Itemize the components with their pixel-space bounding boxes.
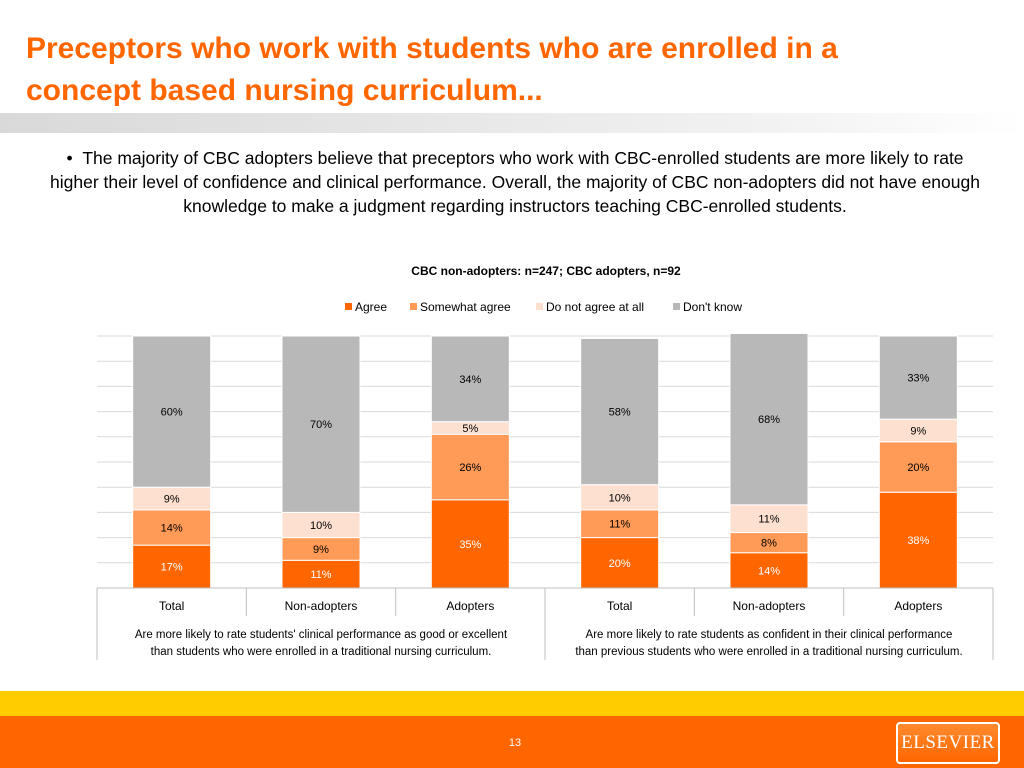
elsevier-logo-text: ELSEVIER xyxy=(901,732,995,753)
category-label-adopters: Adopters xyxy=(894,599,942,613)
slide-title: Preceptors who work with students who ar… xyxy=(26,28,1006,112)
category-label-non-adopters: Non-adopters xyxy=(285,599,358,613)
data-label-do-not-agree-at-all: 11% xyxy=(758,514,779,526)
bar-segment-don-t-know xyxy=(580,338,660,486)
elsevier-logo: ELSEVIER xyxy=(896,722,1000,764)
legend-label-don-t-know: Don't know xyxy=(683,300,742,314)
legend-swatch-do-not-agree-at-all xyxy=(536,303,543,310)
slide-title-line-1: Preceptors who work with students who ar… xyxy=(26,32,838,65)
data-label-agree: 20% xyxy=(609,558,631,570)
data-label-don-t-know: 60% xyxy=(161,407,183,419)
bullet-text: The majority of CBC adopters believe tha… xyxy=(50,148,980,216)
data-label-do-not-agree-at-all: 9% xyxy=(910,426,926,438)
stacked-bar-chart: CBC non-adopters: n=247; CBC adopters, n… xyxy=(96,264,994,660)
data-label-somewhat-agree: 11% xyxy=(609,519,630,531)
bar-segment-agree xyxy=(281,559,361,589)
bar-segment-don-t-know xyxy=(281,335,361,513)
footer-orange-band xyxy=(0,716,1024,768)
bullet-point: • The majority of CBC adopters believe t… xyxy=(40,146,990,218)
category-label-adopters: Adopters xyxy=(446,599,494,613)
bar-segment-agree xyxy=(132,544,212,589)
chart-category-axis: Total Non-adopters Adopters Total Non-adopte… xyxy=(96,587,994,660)
data-label-do-not-agree-at-all: 10% xyxy=(310,520,332,532)
chart-legend: Agree Somewhat agree Do not agree at all Do… xyxy=(345,300,742,314)
data-label-somewhat-agree: 8% xyxy=(761,538,777,550)
bar-segment-don-t-know xyxy=(729,332,809,506)
footer-yellow-band xyxy=(0,691,1024,716)
bullet-marker: • xyxy=(66,148,83,168)
group-label-line: Are more likely to rate students as conf… xyxy=(586,629,953,641)
data-label-agree: 11% xyxy=(310,569,331,581)
bar-segment-somewhat-agree xyxy=(580,509,660,539)
group-label-2: Are more likely to rate students as conf… xyxy=(575,629,962,658)
bar-segment-don-t-know xyxy=(132,335,212,488)
bar-segment-do-not-agree-at-all xyxy=(281,511,361,539)
group-label-1: Are more likely to rate students' clinic… xyxy=(135,629,508,658)
bar-segment-agree xyxy=(729,552,809,589)
bar-segment-agree xyxy=(580,537,660,589)
legend-label-do-not-agree-at-all: Do not agree at all xyxy=(546,300,644,314)
chart-gridlines xyxy=(97,335,993,589)
data-label-somewhat-agree: 26% xyxy=(459,462,481,474)
data-label-don-t-know: 34% xyxy=(459,374,481,386)
category-label-total: Total xyxy=(607,599,632,613)
legend-swatch-don-t-know xyxy=(673,303,680,310)
category-label-total: Total xyxy=(159,599,184,613)
chart-bars xyxy=(132,332,958,589)
bar-segment-don-t-know xyxy=(878,335,958,420)
data-label-somewhat-agree: 14% xyxy=(161,523,183,535)
data-label-don-t-know: 33% xyxy=(907,373,929,385)
bar-segment-don-t-know xyxy=(430,335,510,423)
data-label-agree: 17% xyxy=(161,562,183,574)
bar-segment-agree xyxy=(878,491,958,589)
group-label-line: than previous students who were enrolled… xyxy=(575,646,962,658)
data-label-somewhat-agree: 9% xyxy=(313,544,329,556)
legend-label-somewhat-agree: Somewhat agree xyxy=(420,300,511,314)
legend-swatch-somewhat-agree xyxy=(410,303,417,310)
legend-label-agree: Agree xyxy=(355,300,387,314)
data-label-agree: 38% xyxy=(907,535,929,547)
data-label-agree: 14% xyxy=(758,565,780,577)
chart-title: CBC non-adopters: n=247; CBC adopters, n… xyxy=(411,264,681,278)
bar-segment-do-not-agree-at-all xyxy=(580,484,660,511)
data-label-don-t-know: 68% xyxy=(758,414,780,426)
group-label-line: Are more likely to rate students' clinic… xyxy=(135,629,508,641)
data-label-somewhat-agree: 20% xyxy=(907,462,929,474)
data-label-don-t-know: 70% xyxy=(310,419,332,431)
legend-swatch-agree xyxy=(345,303,352,310)
bar-segment-somewhat-agree xyxy=(132,509,212,546)
chart-data-labels: 17% 14% 9% 60% 11% 9% 10% 70% 35% 26% 5% 34% 20% 11% 1… xyxy=(161,373,930,582)
page-number: 13 xyxy=(508,737,522,749)
data-label-don-t-know: 58% xyxy=(609,407,631,419)
slide-title-line-2: concept based nursing curriculum... xyxy=(26,74,543,107)
group-label-line: than students who were enrolled in a tra… xyxy=(151,646,492,658)
data-label-do-not-agree-at-all: 9% xyxy=(164,494,180,506)
category-label-non-adopters: Non-adopters xyxy=(733,599,806,613)
data-label-do-not-agree-at-all: 10% xyxy=(609,492,631,504)
data-label-agree: 35% xyxy=(459,539,481,551)
data-label-do-not-agree-at-all: 5% xyxy=(462,423,478,435)
bar-segment-somewhat-agree xyxy=(430,433,510,501)
title-divider-bar xyxy=(0,113,1024,133)
